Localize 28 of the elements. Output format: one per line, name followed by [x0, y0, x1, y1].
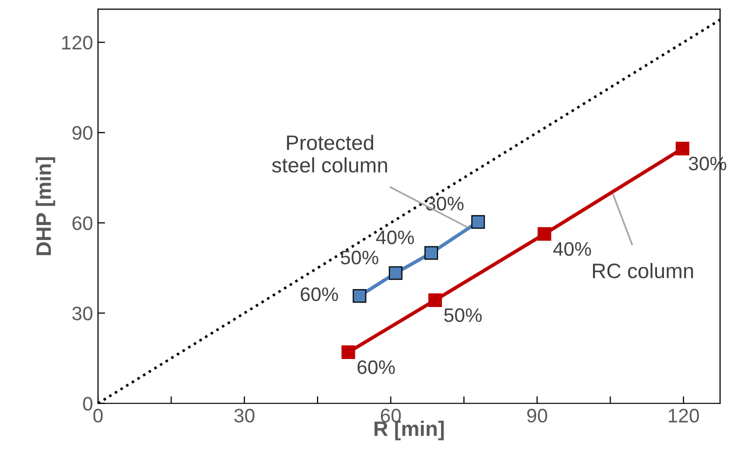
annotation: 40% — [553, 242, 591, 256]
point — [471, 215, 485, 229]
x-tick-label: 30 — [234, 408, 254, 423]
annotation: 60% — [358, 360, 395, 374]
annotation: 60% — [300, 287, 338, 302]
x-tick-label: 90 — [527, 408, 548, 423]
annotation: 50% — [444, 308, 482, 322]
point — [676, 142, 690, 156]
annotation: RC column — [592, 263, 693, 278]
annotation: 30% — [426, 196, 464, 210]
x-tick-label: 120 — [668, 408, 699, 423]
point — [342, 345, 356, 360]
y-tick-label: 30 — [72, 306, 92, 320]
x-tick-label: 0 — [93, 408, 103, 423]
point — [428, 293, 442, 307]
point — [538, 227, 552, 241]
y-axis-title: DHP [min] — [36, 157, 56, 256]
point — [388, 266, 402, 280]
x-tick-label: 60 — [380, 408, 401, 423]
annotation: 50% — [340, 250, 378, 264]
annotation: 40% — [376, 230, 414, 244]
y-tick-label: 90 — [72, 126, 92, 140]
point — [424, 246, 438, 260]
y-tick-label: 120 — [62, 36, 92, 50]
y-tick-label: 0 — [83, 396, 92, 411]
y-tick-label: 60 — [72, 216, 92, 230]
annotation: Protected steel column — [272, 134, 388, 173]
point — [352, 289, 366, 303]
